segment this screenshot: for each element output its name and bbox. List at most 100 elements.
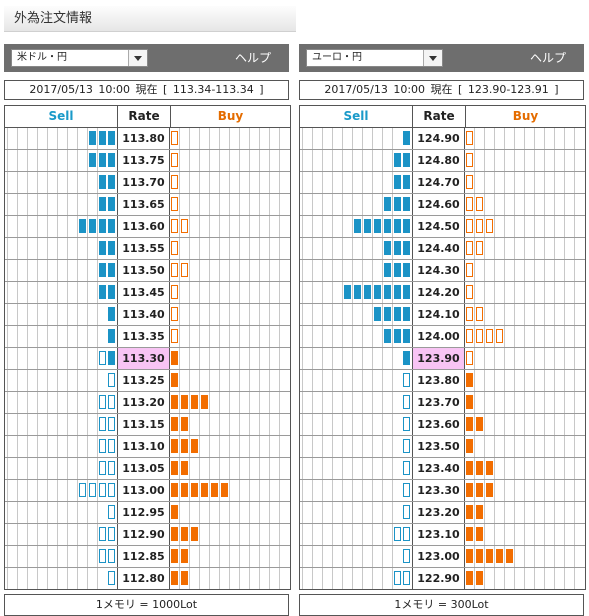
grid-cell xyxy=(302,414,312,435)
grid-cell xyxy=(97,480,107,501)
buy-volume-block xyxy=(476,505,483,519)
grid-cell xyxy=(475,172,485,193)
grid-cell xyxy=(57,282,67,303)
order-ladder: Sell Rate Buy 113.80 113.75 113.70 113.65 11… xyxy=(4,105,291,590)
grid-cell xyxy=(475,194,485,215)
grid-cell xyxy=(505,282,515,303)
grid-cell xyxy=(382,128,392,149)
grid-cell xyxy=(382,568,392,589)
grid-cell xyxy=(210,260,220,281)
grid-cell xyxy=(170,480,180,501)
ladder-row: 124.90 xyxy=(300,128,585,150)
grid-cell xyxy=(57,304,67,325)
grid-cell xyxy=(382,348,392,369)
sell-volume-block xyxy=(394,285,401,299)
currency-pair-select[interactable]: 米ドル・円 xyxy=(11,49,148,67)
buy-volume-block-partial xyxy=(171,153,178,167)
grid-cell xyxy=(485,304,495,325)
buy-volume-block xyxy=(181,549,188,563)
grid-cell xyxy=(545,502,555,523)
sell-volume-cells xyxy=(300,238,413,259)
buy-volume-block-partial xyxy=(486,219,493,233)
grid-cell xyxy=(372,370,382,391)
ladder-row: 124.10 xyxy=(300,304,585,326)
sell-volume-block-partial xyxy=(403,373,410,387)
buy-volume-cells xyxy=(170,172,290,193)
grid-cell xyxy=(392,502,402,523)
grid-cell xyxy=(97,458,107,479)
grid-cell xyxy=(37,260,47,281)
grid-cell xyxy=(220,414,230,435)
grid-cell xyxy=(77,414,87,435)
grid-cell xyxy=(352,392,362,413)
sell-volume-block xyxy=(354,285,361,299)
sell-volume-cells xyxy=(5,282,118,303)
grid-cell xyxy=(392,524,402,545)
grid-cell xyxy=(107,458,117,479)
grid-cell xyxy=(97,546,107,567)
grid-cell xyxy=(495,502,505,523)
grid-cell xyxy=(47,194,57,215)
grid-cell xyxy=(27,546,37,567)
grid-cell xyxy=(505,392,515,413)
grid-cell xyxy=(210,304,220,325)
grid-cell xyxy=(190,326,200,347)
grid-cell xyxy=(180,436,190,457)
rate-cell: 123.50 xyxy=(413,436,465,457)
grid-cell xyxy=(67,194,77,215)
grid-cell xyxy=(342,370,352,391)
rate-cell: 124.80 xyxy=(413,150,465,171)
grid-cell xyxy=(392,216,402,237)
grid-cell xyxy=(485,326,495,347)
grid-cell xyxy=(190,370,200,391)
buy-volume-cells xyxy=(170,304,290,325)
grid-cell xyxy=(485,194,495,215)
grid-cell xyxy=(67,150,77,171)
grid-cell xyxy=(210,436,220,457)
grid-cell xyxy=(352,216,362,237)
ladder-row: 124.30 xyxy=(300,260,585,282)
grid-cell xyxy=(270,150,280,171)
grid-cell xyxy=(525,238,535,259)
sell-volume-block xyxy=(108,175,115,189)
ladder-rows: 113.80 113.75 113.70 113.65 113.60 113.55 113.… xyxy=(5,128,290,589)
grid-cell xyxy=(465,414,475,435)
sell-volume-cells xyxy=(300,392,413,413)
grid-cell xyxy=(302,326,312,347)
sell-volume-block xyxy=(394,175,401,189)
grid-cell xyxy=(190,348,200,369)
sell-volume-block xyxy=(344,285,351,299)
ladder-header: Sell Rate Buy xyxy=(300,106,585,128)
sell-volume-block xyxy=(384,241,391,255)
grid-cell xyxy=(37,458,47,479)
help-link[interactable]: ヘルプ xyxy=(234,51,271,65)
grid-cell xyxy=(515,260,525,281)
chevron-down-icon[interactable] xyxy=(128,50,147,66)
sell-volume-block xyxy=(403,351,410,365)
sell-volume-block xyxy=(99,131,106,145)
grid-cell xyxy=(107,128,117,149)
grid-cell xyxy=(392,282,402,303)
grid-cell xyxy=(170,238,180,259)
grid-cell xyxy=(180,524,190,545)
grid-cell xyxy=(17,480,27,501)
order-info-panel-usdjpy: 米ドル・円 ヘルプ 2017/05/13 10:00 現在 [ 113.34-1… xyxy=(4,44,291,616)
buy-volume-block xyxy=(466,395,473,409)
grid-cell xyxy=(180,194,190,215)
grid-cell xyxy=(545,128,555,149)
grid-cell xyxy=(7,348,17,369)
grid-cell xyxy=(17,128,27,149)
grid-cell xyxy=(565,216,575,237)
grid-cell xyxy=(47,568,57,589)
help-link[interactable]: ヘルプ xyxy=(529,51,566,65)
buy-volume-block xyxy=(171,373,178,387)
chevron-down-icon[interactable] xyxy=(423,50,442,66)
grid-cell xyxy=(535,128,545,149)
grid-cell xyxy=(495,260,505,281)
grid-cell xyxy=(17,546,27,567)
grid-cell xyxy=(7,304,17,325)
grid-cell xyxy=(87,194,97,215)
currency-pair-select[interactable]: ユーロ・円 xyxy=(306,49,443,67)
buy-volume-cells xyxy=(465,392,585,413)
grid-cell xyxy=(190,480,200,501)
